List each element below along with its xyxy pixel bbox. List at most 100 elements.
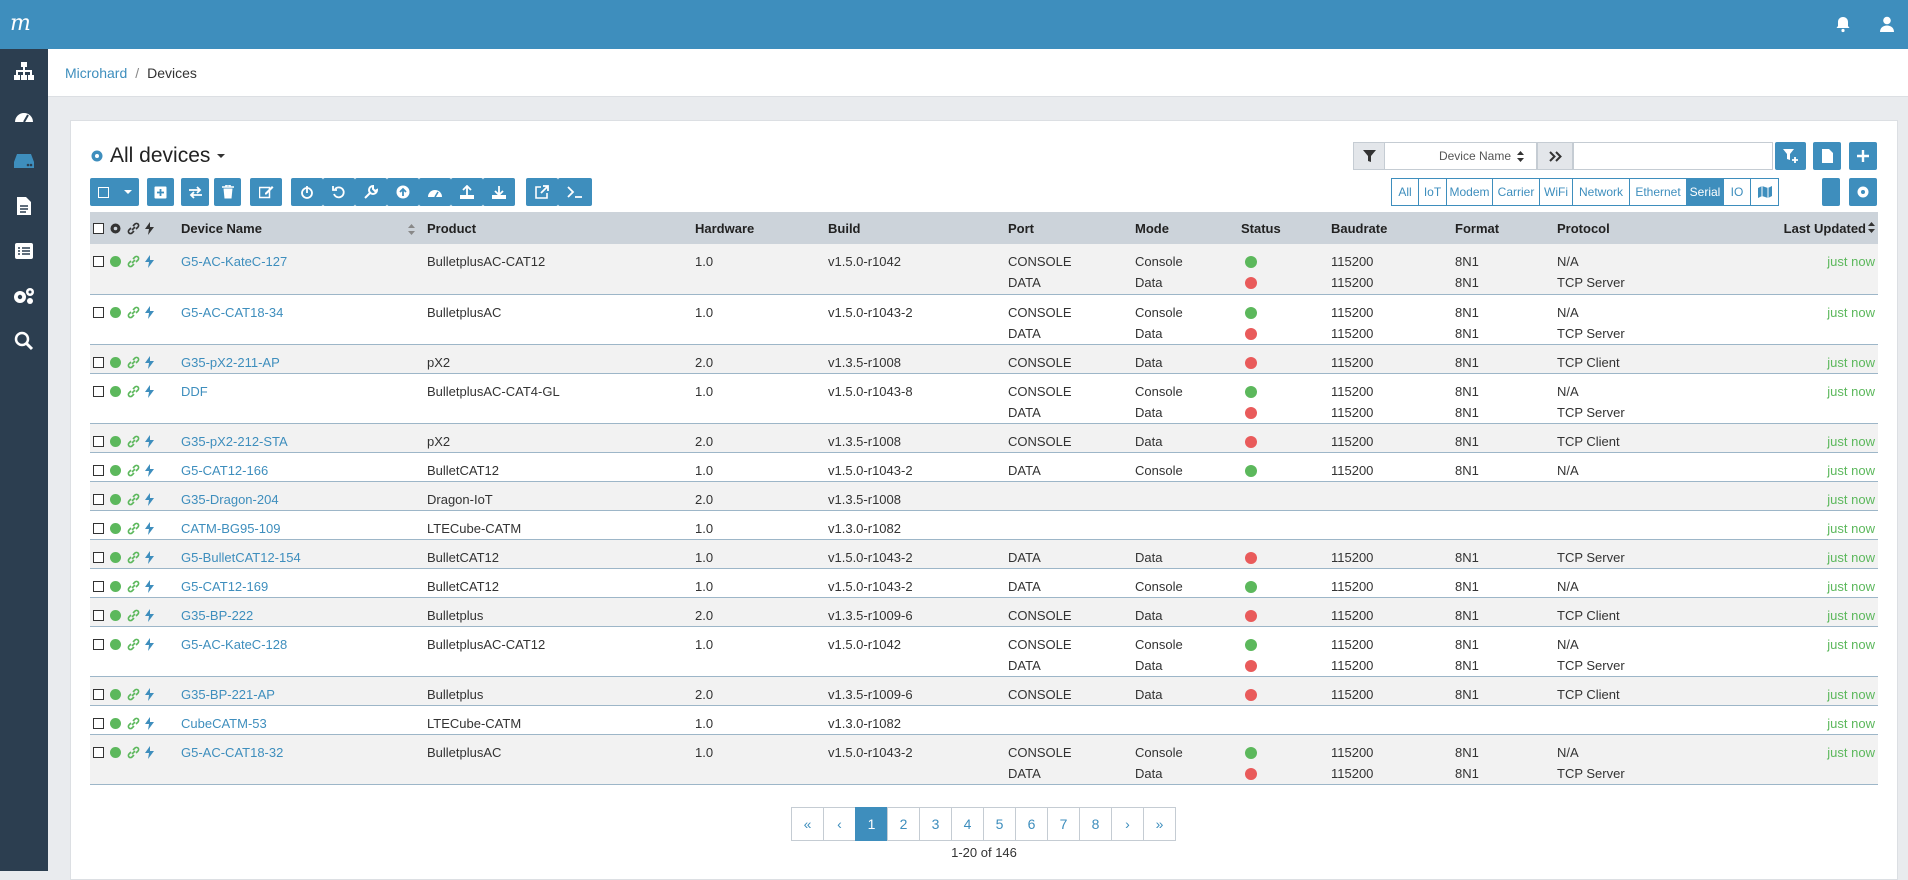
- row-checkbox[interactable]: [93, 746, 104, 758]
- bolt-icon[interactable]: [145, 355, 154, 369]
- bolt-icon[interactable]: [145, 608, 154, 622]
- upgrade-button[interactable]: [387, 178, 419, 206]
- table-row[interactable]: G35-BP-222 Bulletplus 2.0 v1.3.5-r1009-6…: [90, 597, 1878, 626]
- bolt-icon[interactable]: [145, 579, 154, 593]
- col-hardware[interactable]: Hardware: [695, 220, 755, 236]
- link-icon[interactable]: [127, 255, 140, 268]
- pagination-page-6[interactable]: 6: [1015, 807, 1048, 841]
- col-port[interactable]: Port: [1008, 220, 1034, 236]
- sidebar-item-dashboard[interactable]: [0, 96, 48, 136]
- device-name-link[interactable]: G35-BP-222: [181, 607, 254, 623]
- upload-button[interactable]: [451, 178, 483, 206]
- open-external-button[interactable]: [526, 178, 558, 206]
- link-icon[interactable]: [127, 435, 140, 448]
- col-format[interactable]: Format: [1455, 220, 1500, 236]
- sidebar-item-reports[interactable]: [0, 186, 48, 226]
- pagination-prev-page[interactable]: ‹: [823, 807, 856, 841]
- search-input[interactable]: [1573, 142, 1773, 170]
- table-row[interactable]: G35-Dragon-204 Dragon-IoT 2.0 v1.3.5-r10…: [90, 481, 1878, 510]
- monitor-button[interactable]: [419, 178, 451, 206]
- table-row[interactable]: G5-AC-CAT18-32 BulletplusAC 1.0 v1.5.0-r…: [90, 734, 1878, 784]
- bolt-icon[interactable]: [145, 434, 154, 448]
- col-status[interactable]: Status: [1241, 220, 1281, 236]
- col-protocol[interactable]: Protocol: [1557, 220, 1610, 236]
- bell-icon[interactable]: [1834, 15, 1854, 35]
- device-name-link[interactable]: G35-Dragon-204: [181, 491, 279, 507]
- device-name-link[interactable]: G5-BulletCAT12-154: [181, 549, 301, 565]
- filter-tab-iot[interactable]: IoT: [1418, 178, 1447, 206]
- configure-button[interactable]: [355, 178, 387, 206]
- sidebar-item-topology[interactable]: [0, 51, 48, 91]
- table-row[interactable]: DDF BulletplusAC-CAT4-GL 1.0 v1.5.0-r104…: [90, 373, 1878, 423]
- bolt-icon[interactable]: [145, 637, 154, 651]
- map-view-button[interactable]: [1822, 178, 1840, 206]
- filter-tab-serial[interactable]: Serial: [1686, 178, 1724, 206]
- row-checkbox[interactable]: [93, 306, 104, 318]
- select-all-checkbox[interactable]: [93, 222, 104, 234]
- edit-button[interactable]: [250, 178, 282, 206]
- row-checkbox[interactable]: [93, 638, 104, 650]
- pagination-page-8[interactable]: 8: [1079, 807, 1112, 841]
- bolt-icon[interactable]: [145, 305, 154, 319]
- sidebar-item-search[interactable]: [0, 321, 48, 361]
- sidebar-item-logs[interactable]: [0, 231, 48, 271]
- link-icon[interactable]: [127, 522, 140, 535]
- filter-tab-wifi[interactable]: WiFi: [1539, 178, 1573, 206]
- pagination-first-page[interactable]: «: [791, 807, 824, 841]
- row-checkbox[interactable]: [93, 522, 104, 534]
- power-button[interactable]: [291, 178, 323, 206]
- reset-button[interactable]: [323, 178, 355, 206]
- row-checkbox[interactable]: [93, 435, 104, 447]
- table-row[interactable]: G35-BP-221-AP Bulletplus 2.0 v1.3.5-r100…: [90, 676, 1878, 705]
- row-checkbox[interactable]: [93, 717, 104, 729]
- filter-tab-carrier[interactable]: Carrier: [1492, 178, 1540, 206]
- table-row[interactable]: G5-AC-KateC-127 BulletplusAC-CAT12 1.0 v…: [90, 244, 1878, 294]
- device-name-link[interactable]: CATM-BG95-109: [181, 520, 281, 536]
- col-baudrate[interactable]: Baudrate: [1331, 220, 1388, 236]
- bolt-icon[interactable]: [145, 384, 154, 398]
- filter-tab-ethernet[interactable]: Ethernet: [1629, 178, 1687, 206]
- filter-tab-io[interactable]: IO: [1723, 178, 1751, 206]
- bolt-icon[interactable]: [145, 550, 154, 564]
- pagination-last-page[interactable]: »: [1143, 807, 1176, 841]
- filter-tab-modem[interactable]: Modem: [1446, 178, 1493, 206]
- microhard-logo[interactable]: m: [10, 11, 31, 36]
- row-checkbox[interactable]: [93, 493, 104, 505]
- delete-button[interactable]: [214, 178, 241, 206]
- pagination-page-4[interactable]: 4: [951, 807, 984, 841]
- table-settings-button[interactable]: [1849, 178, 1877, 206]
- pagination-page-2[interactable]: 2: [887, 807, 920, 841]
- device-name-link[interactable]: G5-AC-KateC-127: [181, 254, 288, 269]
- pagination-page-7[interactable]: 7: [1047, 807, 1080, 841]
- row-checkbox[interactable]: [93, 385, 104, 397]
- bolt-icon[interactable]: [145, 492, 154, 506]
- table-row[interactable]: G35-pX2-211-AP pX2 2.0 v1.3.5-r1008 CONS…: [90, 344, 1878, 373]
- device-name-link[interactable]: G5-CAT12-169: [181, 578, 269, 594]
- device-name-link[interactable]: G35-BP-221-AP: [181, 686, 275, 702]
- filter-tab-all[interactable]: All: [1391, 178, 1419, 206]
- link-icon[interactable]: [127, 551, 140, 564]
- device-name-link[interactable]: CubeCATM-53: [181, 715, 267, 731]
- pagination-next-page[interactable]: ›: [1111, 807, 1144, 841]
- bolt-icon[interactable]: [145, 745, 154, 759]
- col-mode[interactable]: Mode: [1135, 220, 1169, 236]
- device-name-link[interactable]: G35-pX2-212-STA: [181, 433, 288, 449]
- link-icon[interactable]: [127, 638, 140, 651]
- row-checkbox[interactable]: [93, 464, 104, 476]
- select-dropdown-button[interactable]: [90, 178, 139, 206]
- breadcrumb-root[interactable]: Microhard: [65, 65, 128, 81]
- link-icon[interactable]: [127, 306, 140, 319]
- link-icon[interactable]: [127, 356, 140, 369]
- bolt-icon[interactable]: [145, 255, 154, 268]
- bolt-icon[interactable]: [145, 687, 154, 701]
- pagination-page-1[interactable]: 1: [855, 807, 888, 841]
- table-row[interactable]: G5-AC-CAT18-34 BulletplusAC 1.0 v1.5.0-r…: [90, 294, 1878, 344]
- add-button[interactable]: [147, 178, 174, 206]
- row-checkbox[interactable]: [93, 580, 104, 592]
- link-icon[interactable]: [127, 609, 140, 622]
- table-row[interactable]: G5-CAT12-166 BulletCAT12 1.0 v1.5.0-r104…: [90, 452, 1878, 481]
- apply-filter-button[interactable]: [1775, 142, 1806, 170]
- row-checkbox[interactable]: [93, 356, 104, 368]
- col-build[interactable]: Build: [828, 220, 861, 236]
- sidebar-item-settings[interactable]: [0, 276, 48, 316]
